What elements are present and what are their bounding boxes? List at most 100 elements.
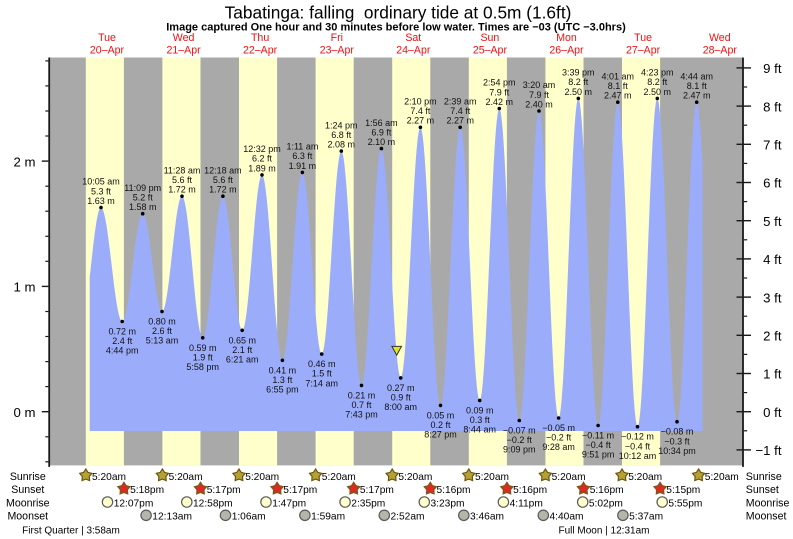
svg-text:0.2 ft: 0.2 ft [430, 420, 451, 430]
svg-text:Tabatinga: falling ordinary t: Tabatinga: falling ordinary tide at 0.5m… [225, 2, 572, 22]
svg-text:1.72 m: 1.72 m [209, 185, 237, 195]
svg-text:5:20am: 5:20am [705, 472, 739, 483]
svg-text:2.42 m: 2.42 m [486, 97, 514, 107]
svg-text:24–Apr: 24–Apr [396, 44, 431, 56]
svg-text:Moonset: Moonset [7, 511, 48, 523]
svg-text:12:58pm: 12:58pm [193, 498, 233, 509]
svg-text:5.2 ft: 5.2 ft [133, 193, 154, 203]
svg-text:1:06am: 1:06am [232, 512, 266, 523]
svg-text:1:11 am: 1:11 am [286, 142, 318, 152]
svg-text:1.91 m: 1.91 m [289, 161, 317, 171]
svg-text:5:55pm: 5:55pm [668, 498, 702, 509]
svg-text:First Quarter | 3:58am: First Quarter | 3:58am [22, 526, 120, 537]
svg-text:Sun: Sun [480, 32, 499, 44]
svg-text:20–Apr: 20–Apr [90, 44, 125, 56]
svg-text:8.1 ft: 8.1 ft [608, 81, 629, 91]
svg-text:0.41 m: 0.41 m [269, 365, 297, 375]
svg-text:0.05 m: 0.05 m [427, 410, 455, 420]
svg-text:1:59am: 1:59am [311, 512, 345, 523]
svg-text:5:15pm: 5:15pm [666, 485, 700, 496]
svg-text:3:23pm: 3:23pm [431, 498, 465, 509]
svg-text:0.9 ft: 0.9 ft [391, 393, 412, 403]
svg-text:7:43 pm: 7:43 pm [345, 410, 378, 420]
svg-text:5:16pm: 5:16pm [437, 485, 471, 496]
svg-text:5:37am: 5:37am [629, 512, 663, 523]
svg-text:8:44 am: 8:44 am [463, 425, 496, 435]
svg-text:0.72 m: 0.72 m [108, 327, 136, 337]
svg-text:10:05 am: 10:05 am [82, 177, 120, 187]
svg-text:5:20am: 5:20am [245, 472, 279, 483]
svg-text:1:56 am: 1:56 am [365, 118, 398, 128]
svg-text:5 ft: 5 ft [763, 214, 782, 229]
svg-text:1 ft: 1 ft [763, 367, 782, 382]
svg-text:8.1 ft: 8.1 ft [687, 81, 708, 91]
svg-text:2 ft: 2 ft [763, 329, 782, 344]
svg-text:2.50 m: 2.50 m [565, 87, 593, 97]
svg-text:7.4 ft: 7.4 ft [450, 106, 471, 116]
svg-text:2.1 ft: 2.1 ft [232, 345, 253, 355]
svg-text:−0.05 m: −0.05 m [542, 423, 575, 433]
svg-text:5:20am: 5:20am [92, 472, 126, 483]
svg-text:−0.07 m: −0.07 m [503, 426, 536, 436]
svg-text:9:28 am: 9:28 am [542, 442, 575, 452]
svg-text:2:52am: 2:52am [391, 512, 425, 523]
svg-text:5:20am: 5:20am [322, 472, 356, 483]
svg-text:25–Apr: 25–Apr [473, 44, 508, 56]
svg-text:Wed: Wed [709, 32, 731, 44]
svg-text:7.9 ft: 7.9 ft [529, 90, 550, 100]
svg-text:5:20am: 5:20am [552, 472, 586, 483]
svg-text:7 ft: 7 ft [763, 138, 782, 153]
svg-text:2.50 m: 2.50 m [644, 87, 672, 97]
svg-text:0.59 m: 0.59 m [189, 343, 217, 353]
svg-text:4:40am: 4:40am [550, 512, 584, 523]
svg-text:4 ft: 4 ft [763, 252, 782, 267]
svg-text:10:34 pm: 10:34 pm [658, 446, 696, 456]
svg-text:5.6 ft: 5.6 ft [172, 175, 193, 185]
svg-text:27–Apr: 27–Apr [626, 44, 661, 56]
svg-text:6.8 ft: 6.8 ft [331, 130, 352, 140]
svg-text:2:39 am: 2:39 am [444, 97, 477, 107]
svg-text:1:47pm: 1:47pm [272, 498, 306, 509]
svg-text:2:35pm: 2:35pm [351, 498, 385, 509]
svg-text:9:51 pm: 9:51 pm [582, 450, 615, 460]
svg-text:2:10 pm: 2:10 pm [404, 97, 437, 107]
svg-text:1.5 ft: 1.5 ft [312, 369, 333, 379]
svg-text:1:24 pm: 1:24 pm [325, 120, 358, 130]
svg-text:6.9 ft: 6.9 ft [371, 127, 392, 137]
svg-text:8:00 am: 8:00 am [384, 402, 417, 412]
svg-text:9 ft: 9 ft [763, 61, 782, 76]
svg-text:Mon: Mon [556, 32, 577, 44]
svg-text:Image captured One hour and 30: Image captured One hour and 30 minutes b… [166, 21, 626, 33]
svg-text:5:20am: 5:20am [628, 472, 662, 483]
svg-text:5:13 am: 5:13 am [146, 336, 179, 346]
svg-text:2:54 pm: 2:54 pm [483, 78, 516, 88]
svg-text:Moonrise: Moonrise [6, 497, 50, 509]
svg-text:6:21 am: 6:21 am [226, 355, 259, 365]
svg-text:7.4 ft: 7.4 ft [410, 106, 431, 116]
svg-text:3:46am: 3:46am [470, 512, 504, 523]
svg-text:0.09 m: 0.09 m [466, 405, 494, 415]
svg-text:1.63 m: 1.63 m [87, 196, 115, 206]
svg-text:−0.3 ft: −0.3 ft [664, 436, 690, 446]
svg-text:5:20am: 5:20am [169, 472, 203, 483]
svg-text:2.08 m: 2.08 m [328, 140, 356, 150]
svg-text:5.3 ft: 5.3 ft [91, 186, 112, 196]
svg-text:11:28 am: 11:28 am [164, 165, 201, 175]
svg-text:5:17pm: 5:17pm [360, 485, 394, 496]
svg-text:2.6 ft: 2.6 ft [152, 326, 173, 336]
svg-text:7:14 am: 7:14 am [305, 378, 338, 388]
svg-text:−0.2 ft: −0.2 ft [546, 433, 572, 443]
svg-text:0.27 m: 0.27 m [387, 383, 415, 393]
svg-text:2.40 m: 2.40 m [525, 99, 553, 109]
svg-text:Fri: Fri [331, 32, 343, 44]
svg-text:Thu: Thu [251, 32, 269, 44]
svg-text:1.72 m: 1.72 m [168, 185, 196, 195]
svg-text:0.21 m: 0.21 m [348, 390, 376, 400]
svg-text:5:58 pm: 5:58 pm [186, 362, 219, 372]
svg-text:−0.11 m: −0.11 m [582, 431, 614, 441]
svg-text:5:20am: 5:20am [475, 472, 509, 483]
svg-text:12:32 pm: 12:32 pm [243, 144, 281, 154]
svg-text:Tue: Tue [634, 32, 652, 44]
svg-text:2.27 m: 2.27 m [446, 116, 474, 126]
svg-text:2.10 m: 2.10 m [368, 137, 396, 147]
